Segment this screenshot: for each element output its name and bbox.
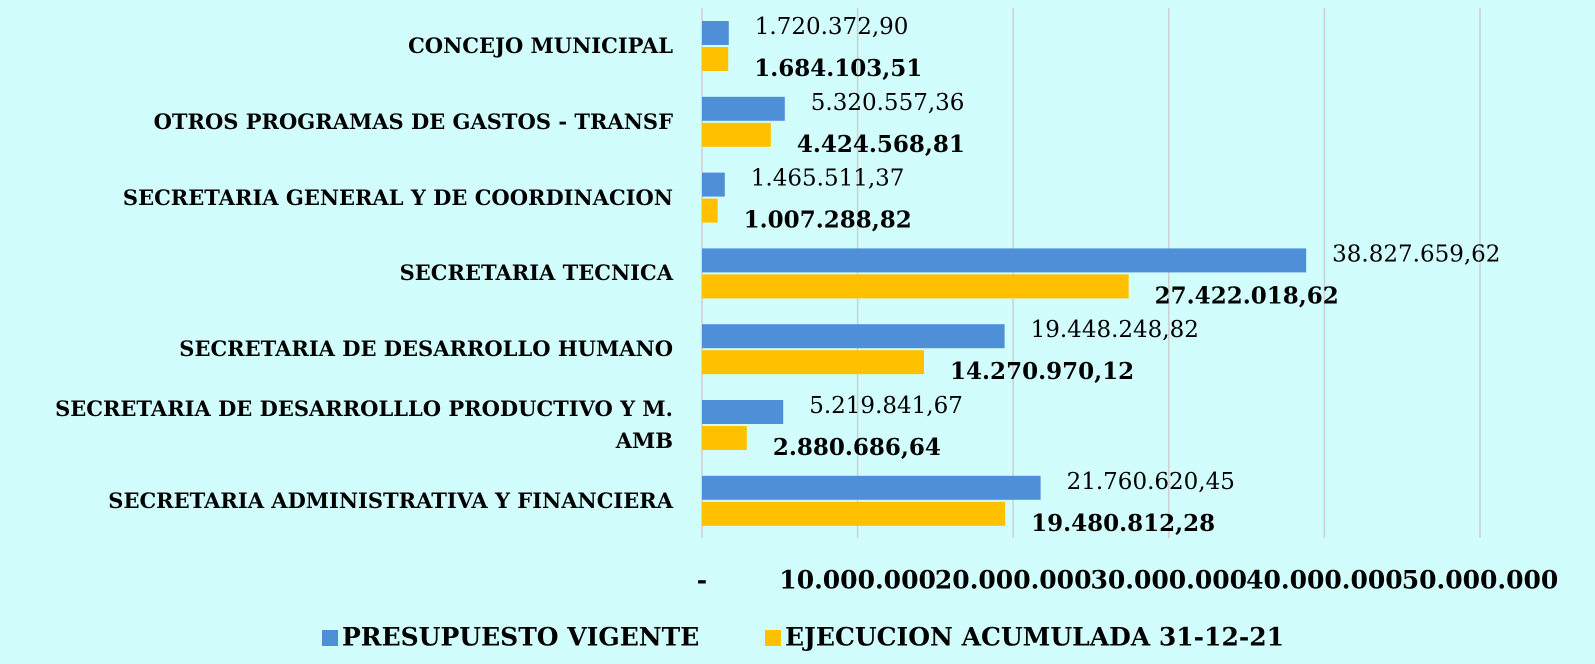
bar xyxy=(702,501,1006,526)
x-tick-label: 50.000.000 xyxy=(1402,566,1559,595)
value-label: 1.720.372,90 xyxy=(755,14,909,40)
bar xyxy=(702,172,725,197)
x-tick-label: 40.000.000 xyxy=(1246,566,1403,595)
value-label: 5.219.841,67 xyxy=(809,393,963,419)
category-label: SECRETARIA ADMINISTRATIVA Y FINANCIERA xyxy=(108,487,673,513)
bar xyxy=(702,198,718,223)
bar xyxy=(702,122,771,147)
value-label: 19.480.812,28 xyxy=(1031,510,1215,537)
bar xyxy=(702,324,1005,349)
category-label: CONCEJO MUNICIPAL xyxy=(408,33,673,58)
legend-swatch xyxy=(765,630,781,646)
category-label: SECRETARIA DE DESARROLLLO PRODUCTIVO Y M… xyxy=(55,396,673,453)
bar xyxy=(702,21,729,45)
bar xyxy=(702,400,784,424)
x-tick-label: 20.000.000 xyxy=(935,566,1092,595)
legend-label: EJECUCION ACUMULADA 31-12-21 xyxy=(785,623,1284,652)
category-label: SECRETARIA GENERAL Y DE COORDINACION xyxy=(122,184,673,210)
bar xyxy=(702,350,925,375)
value-label: 2.880.686,64 xyxy=(773,434,941,461)
category-label: SECRETARIA TECNICA xyxy=(399,260,673,286)
bar xyxy=(702,475,1041,500)
value-label: 1.684.103,51 xyxy=(754,55,922,82)
value-label: 14.270.970,12 xyxy=(950,358,1134,385)
value-label: 5.320.557,36 xyxy=(811,90,965,116)
value-label: 38.827.659,62 xyxy=(1332,241,1500,267)
bar xyxy=(702,248,1307,273)
value-label: 27.422.018,62 xyxy=(1155,282,1339,309)
value-label: 21.760.620,45 xyxy=(1067,469,1235,495)
bar xyxy=(702,426,747,450)
x-tick-label: - xyxy=(697,566,707,595)
category-label: OTROS PROGRAMAS DE GASTOS - TRANSF xyxy=(153,108,673,134)
category-label: SECRETARIA DE DESARROLLO HUMANO xyxy=(179,336,673,362)
value-label: 4.424.568,81 xyxy=(797,131,965,158)
x-tick-label: 30.000.000 xyxy=(1091,566,1248,595)
bar xyxy=(702,47,729,71)
legend-swatch xyxy=(322,630,338,646)
legend-label: PRESUPUESTO VIGENTE xyxy=(342,623,699,652)
x-tick-label: 10.000.000 xyxy=(779,566,936,595)
value-label: 1.007.288,82 xyxy=(744,207,912,234)
bar xyxy=(702,96,785,121)
bar xyxy=(702,274,1129,299)
value-label: 19.448.248,82 xyxy=(1031,317,1199,343)
value-label: 1.465.511,37 xyxy=(751,166,905,192)
